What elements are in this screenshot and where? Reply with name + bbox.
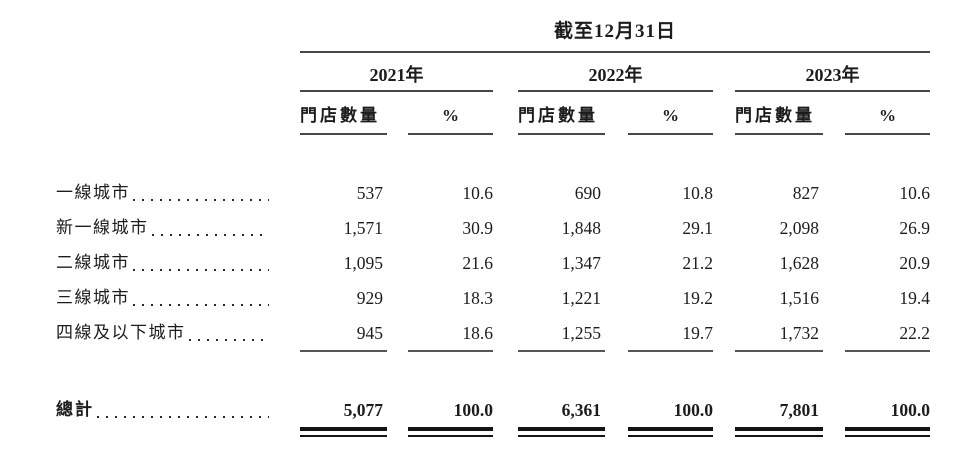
pct-value-2023: 20.9 — [899, 253, 930, 273]
table-row: 二線城市 1,095 21.6 1,347 21.2 1,628 20.9 — [0, 251, 970, 275]
subheader-underline — [408, 133, 493, 135]
stores-value-2023: 1,732 — [779, 323, 819, 343]
subheader-underline — [300, 133, 387, 135]
total-double-rule-thick — [845, 427, 930, 431]
dot-leader — [133, 199, 269, 201]
table-row: 三線城市 929 18.3 1,221 19.2 1,516 19.4 — [0, 286, 970, 310]
pct-value-2022: 29.1 — [682, 218, 713, 238]
subheader-underline — [735, 133, 823, 135]
stores-value-2022: 1,255 — [561, 323, 601, 343]
dot-leader — [133, 304, 269, 306]
year-header-2022: 2022年 — [588, 65, 643, 85]
stores-value-2023: 2,098 — [779, 218, 819, 238]
table-row: 一線城市 537 10.6 690 10.8 827 10.6 — [0, 181, 970, 205]
total-double-rule-thick — [735, 427, 823, 431]
col-header-pct-2022: % — [662, 106, 679, 125]
year-header-2021: 2021年 — [369, 65, 424, 85]
pct-value-2023: 10.6 — [899, 183, 930, 203]
subheader-underline — [518, 133, 605, 135]
total-stores-2022: 6,361 — [561, 400, 601, 420]
total-double-rule-thick — [628, 427, 713, 431]
table-row: 新一線城市 1,571 30.9 1,848 29.1 2,098 26.9 — [0, 216, 970, 240]
total-stores-2021: 5,077 — [343, 400, 383, 420]
total-double-rule-thick — [408, 427, 493, 431]
pct-value-2022: 19.7 — [682, 323, 713, 343]
row-label-text: 二線城市 — [56, 253, 130, 272]
subheader-underline — [628, 133, 713, 135]
stores-value-2022: 690 — [574, 183, 601, 203]
total-double-rule-thin — [628, 435, 713, 437]
year-header-2023: 2023年 — [805, 65, 860, 85]
total-pct-2021: 100.0 — [453, 400, 493, 420]
row-label-text: 新一線城市 — [56, 218, 149, 237]
table-row: 四線及以下城市 945 18.6 1,255 19.7 1,732 22.2 — [0, 321, 970, 345]
dot-leader — [188, 339, 269, 341]
stores-value-2022: 1,848 — [561, 218, 601, 238]
data-bottom-rule — [628, 350, 713, 352]
data-bottom-rule — [845, 350, 930, 352]
table-title: 截至12月31日 — [553, 21, 676, 42]
year-underline-2022 — [518, 90, 713, 92]
year-underline-2021 — [300, 90, 493, 92]
pct-value-2021: 30.9 — [462, 218, 493, 238]
total-row: 總計 5,077 100.0 6,361 100.0 7,801 100.0 — [0, 398, 970, 422]
total-double-rule-thin — [300, 435, 387, 437]
total-double-rule-thin — [408, 435, 493, 437]
row-label: 二線城市 — [56, 251, 269, 275]
data-bottom-rule — [735, 350, 823, 352]
total-double-rule-thin — [735, 435, 823, 437]
row-label: 一線城市 — [56, 181, 269, 205]
total-label: 總計 — [56, 398, 269, 422]
pct-value-2021: 18.3 — [462, 288, 493, 308]
dot-leader — [97, 416, 269, 418]
header-top-rule — [300, 51, 930, 53]
col-header-stores-2021: 門店數量 — [300, 106, 380, 125]
subheader-underline — [845, 133, 930, 135]
year-underline-2023 — [735, 90, 930, 92]
pct-value-2022: 10.8 — [682, 183, 713, 203]
pct-value-2021: 21.6 — [462, 253, 493, 273]
row-label-text: 四線及以下城市 — [56, 323, 186, 342]
data-bottom-rule — [300, 350, 387, 352]
pct-value-2023: 19.4 — [899, 288, 930, 308]
total-double-rule-thick — [300, 427, 387, 431]
data-bottom-rule — [408, 350, 493, 352]
col-header-pct-2023: % — [879, 106, 896, 125]
pct-value-2022: 21.2 — [682, 253, 713, 273]
total-stores-2023: 7,801 — [779, 400, 819, 420]
pct-value-2023: 22.2 — [899, 323, 930, 343]
pct-value-2021: 10.6 — [462, 183, 493, 203]
stores-value-2022: 1,221 — [561, 288, 601, 308]
total-pct-2023: 100.0 — [890, 400, 930, 420]
stores-value-2023: 1,516 — [779, 288, 819, 308]
row-label: 新一線城市 — [56, 216, 269, 240]
pct-value-2022: 19.2 — [682, 288, 713, 308]
stores-value-2023: 827 — [792, 183, 819, 203]
row-label-text: 三線城市 — [56, 288, 130, 307]
stores-value-2021: 929 — [356, 288, 383, 308]
stores-value-2021: 537 — [356, 183, 383, 203]
total-label-text: 總計 — [56, 400, 94, 419]
total-double-rule-thin — [518, 435, 605, 437]
stores-value-2021: 1,095 — [343, 253, 383, 273]
stores-value-2023: 1,628 — [779, 253, 819, 273]
dot-leader — [151, 234, 269, 236]
pct-value-2023: 26.9 — [899, 218, 930, 238]
row-label-text: 一線城市 — [56, 183, 130, 202]
dot-leader — [133, 269, 269, 271]
pct-value-2021: 18.6 — [462, 323, 493, 343]
col-header-stores-2022: 門店數量 — [518, 106, 598, 125]
total-pct-2022: 100.0 — [673, 400, 713, 420]
col-header-pct-2021: % — [442, 106, 459, 125]
total-double-rule-thick — [518, 427, 605, 431]
stores-value-2021: 945 — [356, 323, 383, 343]
data-bottom-rule — [518, 350, 605, 352]
stores-value-2022: 1,347 — [561, 253, 601, 273]
row-label: 三線城市 — [56, 286, 269, 310]
total-double-rule-thin — [845, 435, 930, 437]
stores-value-2021: 1,571 — [343, 218, 383, 238]
row-label: 四線及以下城市 — [56, 321, 269, 345]
col-header-stores-2023: 門店數量 — [735, 106, 815, 125]
